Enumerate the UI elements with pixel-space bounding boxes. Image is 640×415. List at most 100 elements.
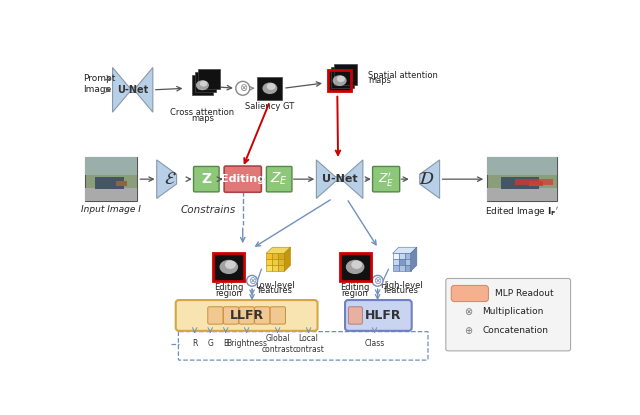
Text: maps: maps (191, 114, 214, 123)
Polygon shape (284, 247, 291, 271)
Bar (195, 72, 216, 92)
FancyBboxPatch shape (266, 166, 292, 192)
Bar (272, 253, 278, 259)
Text: Editing: Editing (214, 283, 243, 292)
Bar (392, 259, 399, 265)
Bar (266, 259, 272, 265)
Circle shape (246, 276, 257, 286)
Bar (404, 265, 411, 271)
Bar (501, 177, 539, 189)
Text: $Z_E$: $Z_E$ (270, 171, 288, 187)
Ellipse shape (262, 83, 277, 94)
Bar (257, 77, 282, 100)
Ellipse shape (346, 260, 364, 274)
Text: $\mathcal{D}$: $\mathcal{D}$ (419, 170, 435, 188)
Text: maps: maps (368, 76, 391, 85)
FancyBboxPatch shape (372, 166, 400, 192)
Ellipse shape (196, 80, 209, 90)
Text: B: B (223, 339, 228, 349)
FancyBboxPatch shape (255, 307, 270, 324)
Bar (392, 265, 399, 271)
Bar (191, 75, 213, 95)
Bar (266, 265, 272, 271)
Text: LLFR: LLFR (230, 309, 264, 322)
FancyBboxPatch shape (239, 307, 254, 324)
Bar (404, 259, 411, 265)
Bar (392, 253, 399, 259)
Text: region: region (216, 288, 242, 298)
Text: MLP Readout: MLP Readout (495, 288, 553, 298)
Bar (340, 253, 371, 281)
FancyBboxPatch shape (270, 307, 285, 324)
Bar (278, 265, 284, 271)
Bar (328, 70, 351, 91)
Ellipse shape (225, 260, 236, 269)
Text: U-Net: U-Net (322, 174, 357, 184)
Bar (213, 253, 244, 281)
Text: Low-level: Low-level (255, 281, 295, 290)
Bar (278, 253, 284, 259)
FancyBboxPatch shape (176, 300, 317, 331)
Bar (198, 69, 220, 89)
Text: Edited Image $\mathbf{I_F}'$: Edited Image $\mathbf{I_F}'$ (484, 205, 559, 218)
Polygon shape (157, 160, 177, 198)
Bar (340, 253, 371, 281)
Text: ⊗: ⊗ (239, 83, 247, 93)
Text: $\mathcal{E}$: $\mathcal{E}$ (164, 170, 176, 188)
Bar (399, 259, 404, 265)
Polygon shape (392, 247, 417, 253)
Text: Input Image I: Input Image I (81, 205, 141, 214)
Ellipse shape (267, 83, 275, 90)
Bar (84, 188, 138, 202)
FancyBboxPatch shape (208, 307, 223, 324)
Text: Concatenation: Concatenation (482, 326, 548, 335)
Text: HLFR: HLFR (365, 309, 401, 322)
Text: ⊗: ⊗ (374, 276, 381, 286)
Bar (529, 181, 543, 186)
Text: Editing: Editing (340, 283, 370, 292)
Text: Constrains: Constrains (180, 205, 236, 215)
Bar (515, 179, 553, 185)
FancyBboxPatch shape (451, 286, 488, 302)
Circle shape (463, 325, 474, 336)
Text: Class: Class (364, 339, 385, 349)
Text: Saliency GT: Saliency GT (245, 102, 294, 111)
FancyBboxPatch shape (193, 166, 219, 192)
Text: High-level: High-level (380, 281, 423, 290)
Ellipse shape (200, 81, 207, 87)
Bar (213, 253, 244, 281)
Bar (399, 265, 404, 271)
Bar (84, 157, 138, 202)
FancyBboxPatch shape (224, 166, 261, 192)
Bar (272, 259, 278, 265)
Circle shape (236, 81, 250, 95)
Bar (116, 181, 127, 186)
Bar (328, 70, 351, 91)
Text: Editing: Editing (221, 174, 265, 184)
Bar (84, 157, 138, 175)
Text: U-Net: U-Net (117, 85, 148, 95)
Ellipse shape (351, 260, 362, 269)
Bar (95, 177, 124, 189)
Text: Global
contrast: Global contrast (262, 334, 294, 354)
Bar (334, 63, 358, 85)
Polygon shape (316, 160, 363, 198)
Text: region: region (342, 288, 369, 298)
FancyBboxPatch shape (446, 278, 571, 351)
Text: Multiplication: Multiplication (482, 307, 543, 316)
FancyBboxPatch shape (223, 307, 239, 324)
Bar (278, 259, 284, 265)
Bar (404, 253, 411, 259)
Text: Image: Image (83, 85, 111, 94)
Text: features: features (384, 286, 419, 295)
Text: G: G (207, 339, 213, 349)
Text: $Z_E'$: $Z_E'$ (378, 170, 394, 188)
Circle shape (372, 276, 383, 286)
Text: Z: Z (201, 172, 211, 186)
Text: ⊗: ⊗ (248, 276, 256, 286)
Text: features: features (258, 286, 293, 295)
Text: R: R (192, 339, 197, 349)
Ellipse shape (220, 260, 238, 274)
Bar (331, 67, 355, 88)
FancyBboxPatch shape (345, 300, 412, 331)
